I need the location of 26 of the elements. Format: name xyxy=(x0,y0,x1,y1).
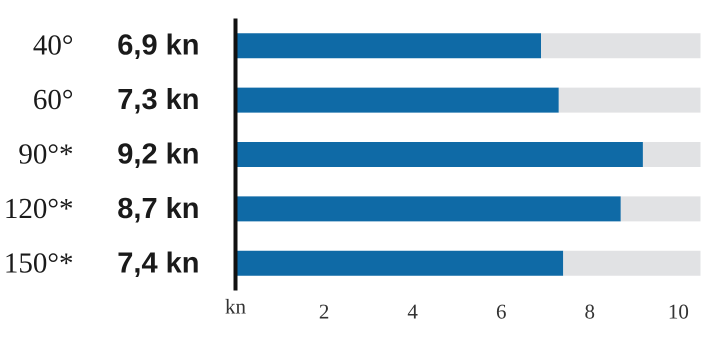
bar xyxy=(541,33,700,58)
y-tick-label: 90°* xyxy=(18,138,74,170)
y-tick-label: 40° xyxy=(32,30,74,62)
x-tick-label: 2 xyxy=(318,300,330,324)
x-tick-label: 8 xyxy=(584,300,596,324)
bar xyxy=(236,33,542,58)
x-axis-title: kn xyxy=(225,294,246,318)
y-tick-label: 150°* xyxy=(4,247,74,280)
bar xyxy=(236,196,621,222)
bar xyxy=(236,142,643,168)
x-tick-label: 6 xyxy=(496,300,506,324)
data-label: 7,3 kn xyxy=(117,84,200,116)
data-label: 8,7 kn xyxy=(117,192,200,225)
bar xyxy=(620,196,700,222)
bar xyxy=(236,88,559,113)
bar xyxy=(563,250,700,276)
y-tick-label: 60° xyxy=(32,84,74,116)
bar xyxy=(236,250,564,276)
data-label: 7,4 kn xyxy=(117,247,200,280)
y-tick-label: 120°* xyxy=(4,192,74,225)
data-label: 9,2 kn xyxy=(117,138,200,170)
x-tick-label: 4 xyxy=(407,300,418,324)
data-label: 6,9 kn xyxy=(117,30,200,62)
x-tick-label: 10 xyxy=(668,300,689,324)
bar xyxy=(642,142,700,168)
bar xyxy=(558,88,700,113)
